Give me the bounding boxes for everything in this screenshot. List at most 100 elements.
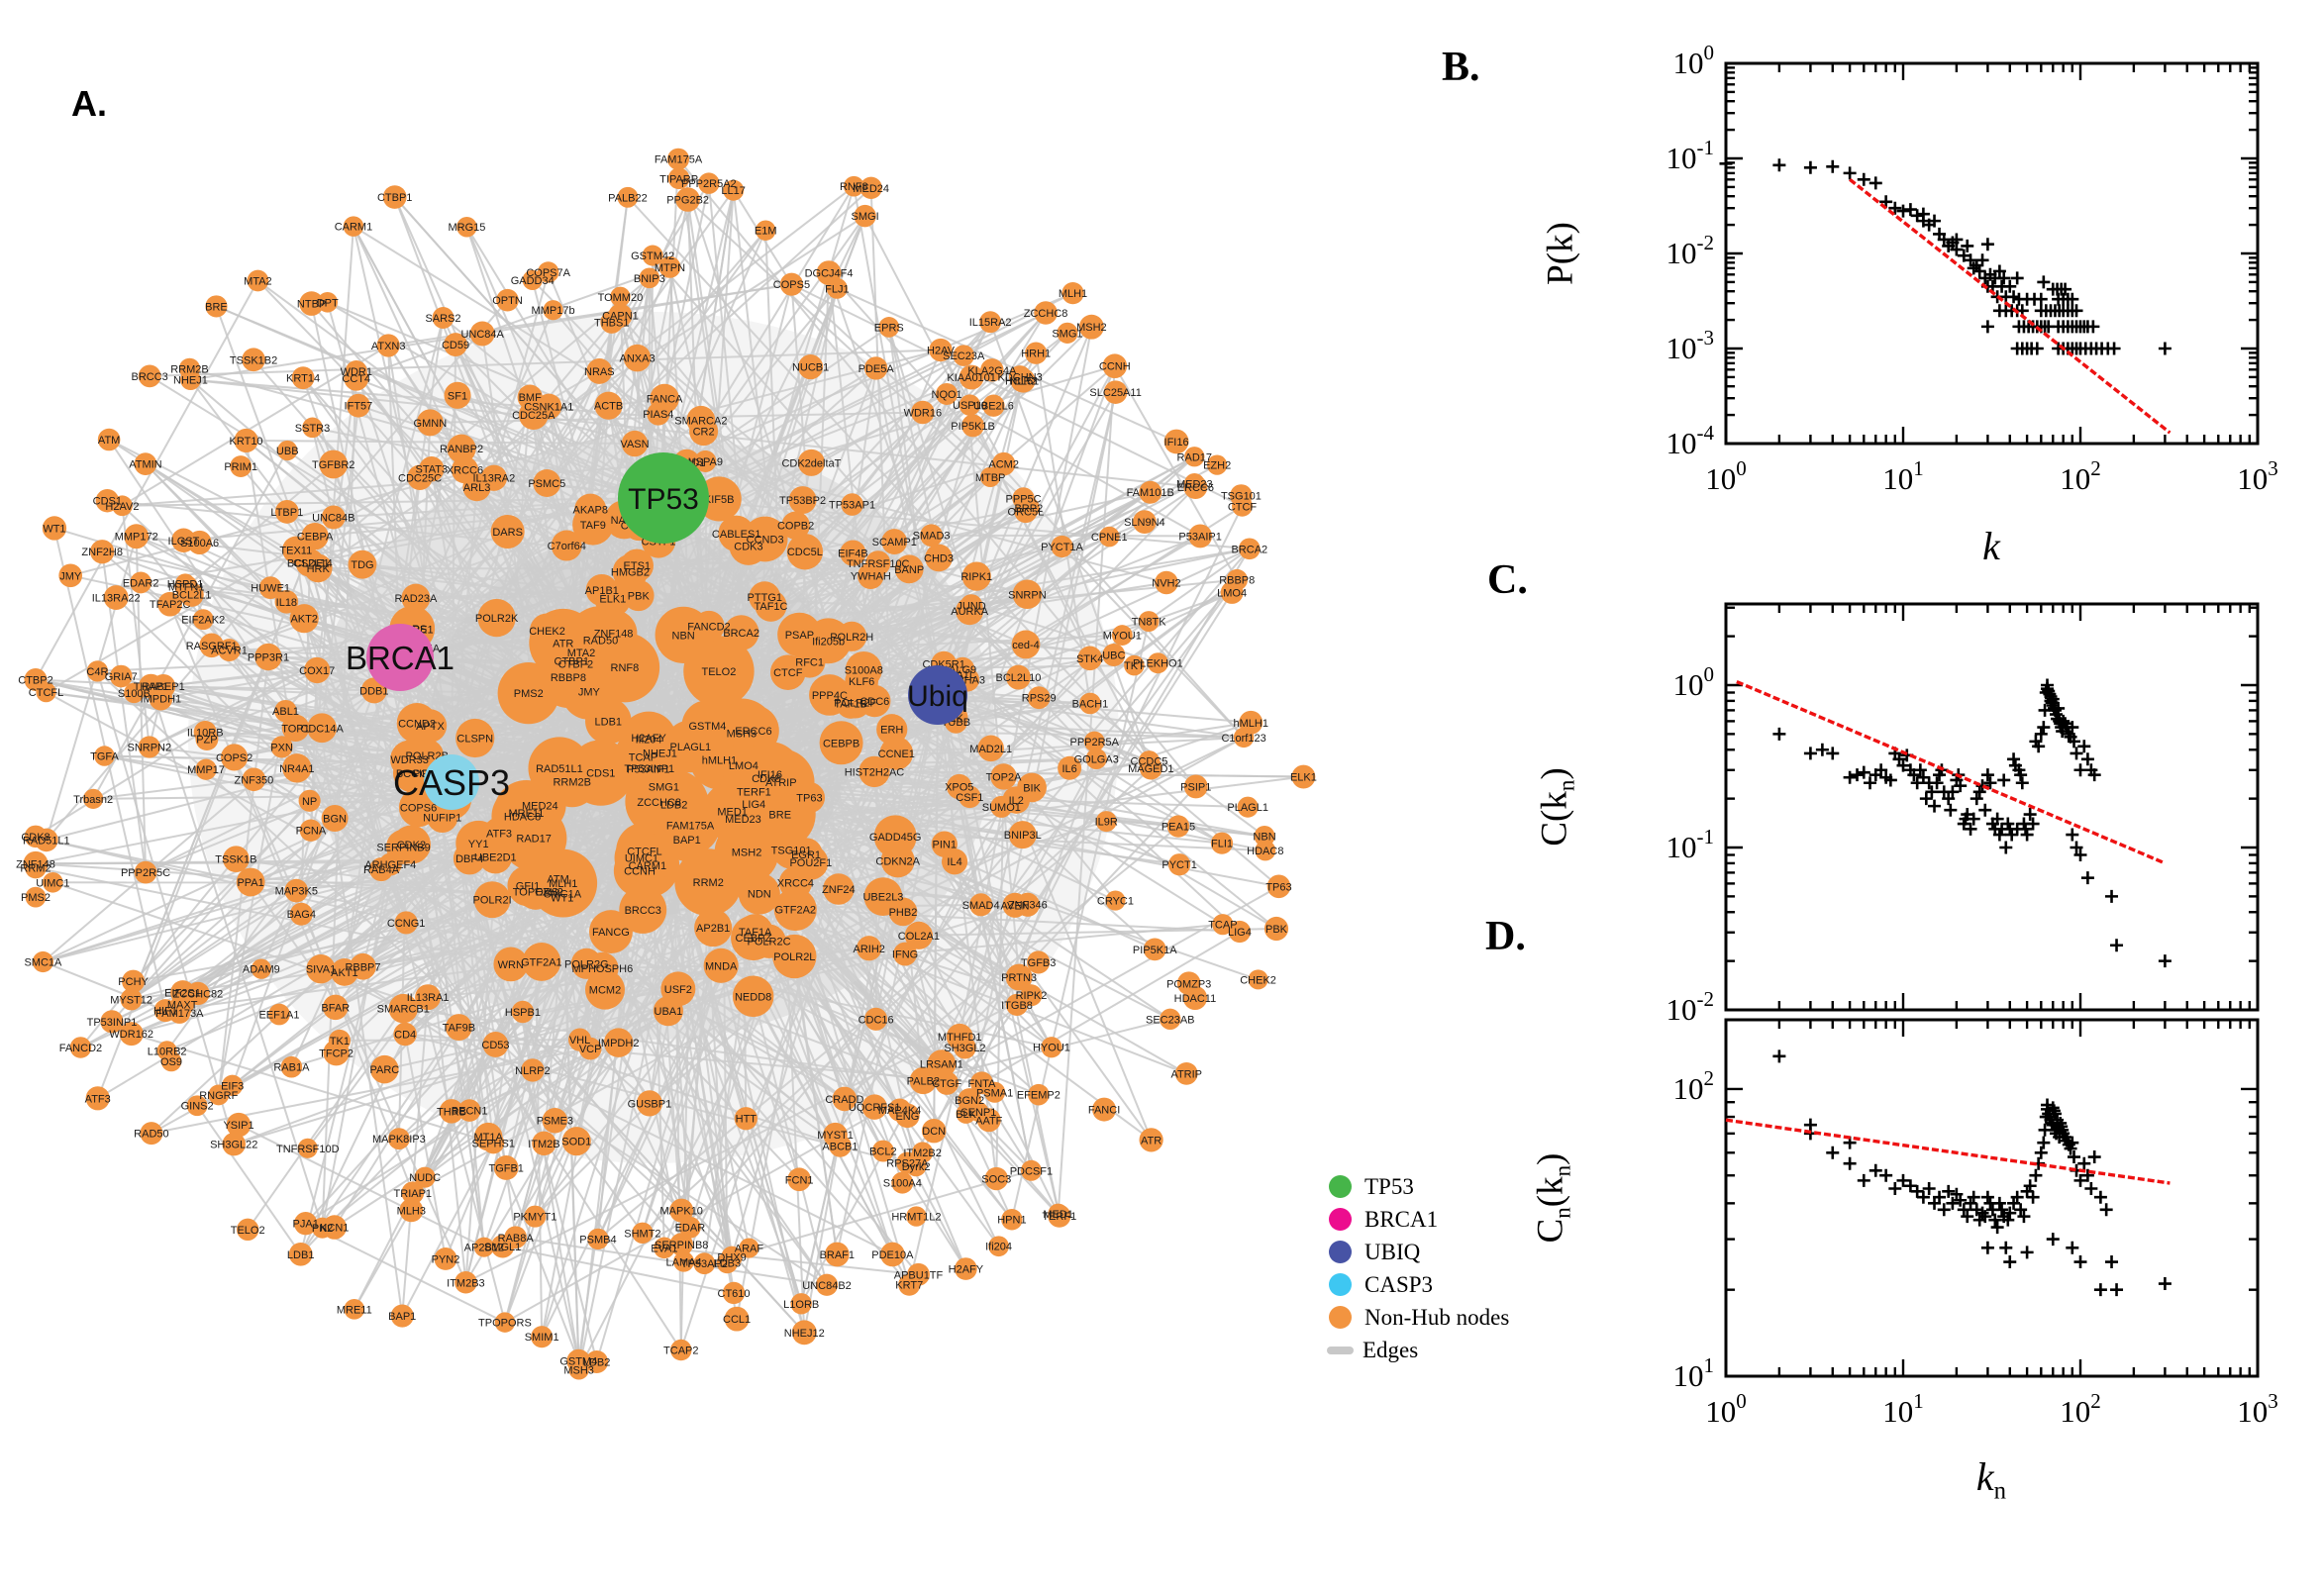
network-node: [134, 860, 157, 884]
network-edge: [355, 265, 670, 380]
network-node: [666, 148, 690, 170]
node-label: LDB1: [595, 716, 623, 728]
network-node: [898, 1273, 921, 1296]
network-node: [302, 417, 323, 439]
network-edge: [502, 1245, 735, 1294]
network-node: [1020, 1159, 1042, 1181]
network-node: [982, 394, 1005, 417]
network-node: [667, 167, 690, 190]
network-node: [195, 758, 217, 780]
network-node: [980, 358, 1004, 382]
network-node: [1078, 314, 1104, 340]
node-label: LMO4: [729, 760, 758, 772]
network-node: [1008, 821, 1037, 849]
network-node: [160, 1050, 182, 1072]
network-node: [387, 1128, 410, 1150]
node-label: NHEJ1: [643, 748, 677, 759]
network-node: [589, 609, 638, 657]
network-node: [1133, 510, 1157, 535]
network-node: [909, 1066, 937, 1095]
network-node: [829, 1135, 852, 1157]
network-node: [722, 1281, 746, 1305]
data-point: [2073, 1255, 2087, 1269]
network-node: [524, 1205, 547, 1228]
network-node: [1139, 480, 1162, 504]
data-point: [1843, 770, 1857, 784]
x-axis-title-d: kn: [1975, 1454, 2007, 1505]
network-node: [306, 954, 336, 984]
data-point: [2087, 1150, 2101, 1164]
network-node: [696, 476, 742, 522]
data-point: [1992, 1196, 2006, 1210]
network-node: [97, 428, 121, 451]
network-node: [100, 1010, 124, 1034]
network-node: [124, 682, 145, 704]
network-node: [739, 1238, 759, 1258]
node-label: LDB2: [660, 800, 688, 812]
network-node: [455, 718, 495, 758]
network-node: [976, 1108, 1001, 1133]
network-node: [1188, 524, 1213, 549]
network-edge: [185, 463, 335, 588]
plot-frame-c: [1724, 602, 2260, 1012]
data-point: [1937, 1203, 1951, 1217]
network-node: [1027, 950, 1051, 974]
network-edge: [150, 685, 324, 1229]
network-node: [511, 1000, 535, 1024]
network-node: [568, 1359, 589, 1380]
network-node: [153, 999, 177, 1023]
node-label: TP53INP1: [624, 763, 674, 775]
network-node: [1230, 484, 1253, 507]
x-tick-label: 102: [2060, 456, 2101, 496]
network-node: [293, 1212, 318, 1236]
network-node: [1051, 535, 1073, 558]
network-node: [344, 1298, 365, 1320]
network-node: [119, 1022, 144, 1047]
network-node: [642, 245, 663, 266]
network-node: [1184, 447, 1205, 467]
network-node: [881, 529, 908, 555]
network-edge: [834, 579, 1239, 1136]
network-node: [230, 455, 252, 477]
network-node: [401, 583, 431, 613]
network-node: [961, 561, 991, 591]
network-node: [274, 499, 299, 524]
network-node: [24, 668, 48, 692]
network-node: [678, 1216, 701, 1239]
data-point: [1980, 1190, 1994, 1204]
network-node: [1083, 731, 1105, 752]
network-node: [779, 272, 804, 296]
network-edge: [790, 283, 1025, 500]
network-node: [1102, 643, 1126, 667]
network-node: [1025, 342, 1048, 364]
network-node: [603, 1028, 634, 1057]
network-node: [289, 902, 313, 926]
legend-label: UBIQ: [1364, 1239, 1421, 1264]
network-node: [781, 511, 810, 540]
network-edge: [92, 449, 289, 800]
network-node: [905, 1155, 927, 1177]
network-node: [444, 333, 467, 356]
network-node: [1041, 1037, 1062, 1058]
network-node: [793, 781, 826, 814]
data-point: [1772, 158, 1786, 172]
network-node: [298, 789, 321, 812]
network-node: [25, 856, 47, 879]
network-node: [1174, 1061, 1198, 1085]
network-node: [1103, 380, 1128, 404]
network-node: [738, 872, 780, 915]
network-node: [490, 514, 525, 549]
network-node: [1226, 568, 1249, 591]
network-edge: [597, 820, 1107, 1241]
data-point: [1944, 803, 1958, 817]
network-node: [1138, 611, 1160, 632]
y-tick-label: 102: [1673, 1066, 1715, 1106]
network-node: [494, 1312, 516, 1333]
network-node: [960, 594, 983, 617]
data-point: [1826, 1146, 1840, 1159]
x-tick-label: 101: [1882, 456, 1924, 496]
x-tick-label: 100: [1705, 1389, 1747, 1429]
network-node: [574, 493, 607, 526]
